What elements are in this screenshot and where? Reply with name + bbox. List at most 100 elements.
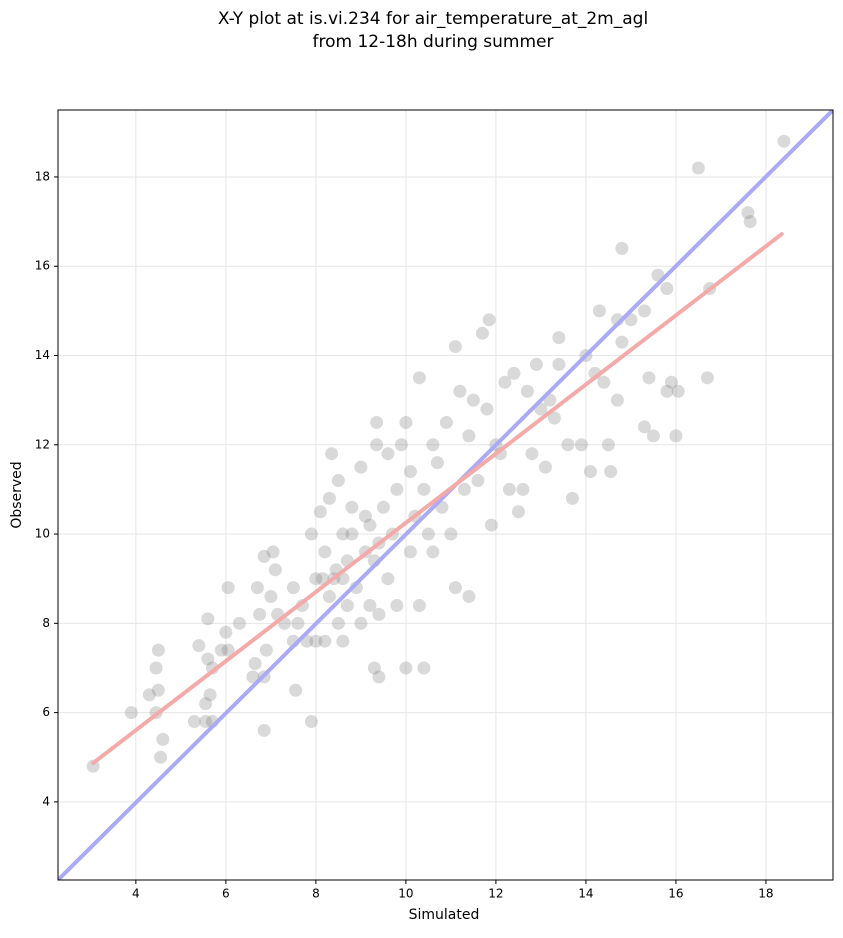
point	[444, 527, 458, 541]
y-axis-label: Observed	[9, 461, 25, 528]
point	[246, 670, 260, 684]
point	[448, 340, 462, 354]
point	[264, 590, 278, 604]
point	[336, 527, 350, 541]
point	[547, 411, 561, 425]
point	[660, 384, 674, 398]
point	[232, 616, 246, 630]
point	[390, 482, 404, 496]
point	[372, 670, 386, 684]
point	[498, 375, 512, 389]
y-tick-label: 6	[42, 705, 50, 719]
point	[601, 438, 615, 452]
point	[309, 634, 323, 648]
point	[199, 715, 213, 729]
point	[417, 482, 431, 496]
point	[325, 447, 339, 461]
point	[248, 657, 262, 671]
point	[426, 438, 440, 452]
point	[520, 384, 534, 398]
point	[552, 357, 566, 371]
point	[642, 371, 656, 385]
point	[399, 661, 413, 675]
point	[187, 715, 201, 729]
point	[367, 661, 381, 675]
point	[381, 572, 395, 586]
point	[151, 643, 165, 657]
point	[345, 500, 359, 514]
point	[412, 598, 426, 612]
point	[511, 505, 525, 519]
point	[669, 429, 683, 443]
point	[363, 598, 377, 612]
point	[700, 371, 714, 385]
point	[604, 465, 618, 479]
point	[480, 402, 494, 416]
point	[403, 545, 417, 559]
point	[615, 335, 629, 349]
x-tick-label: 14	[578, 887, 593, 901]
line	[91, 232, 784, 766]
y-tick-label: 4	[42, 794, 50, 808]
x-tick-label: 16	[668, 887, 683, 901]
y-tick-label: 10	[35, 527, 50, 541]
point	[741, 206, 755, 220]
point	[507, 366, 521, 380]
point	[482, 313, 496, 327]
point	[417, 661, 431, 675]
point	[358, 509, 372, 523]
point	[151, 683, 165, 697]
point	[376, 500, 390, 514]
point	[484, 518, 498, 532]
point	[565, 491, 579, 505]
point	[322, 590, 336, 604]
point	[390, 598, 404, 612]
point	[154, 750, 168, 764]
point	[597, 375, 611, 389]
x-axis-label: Simulated	[409, 907, 480, 923]
point	[363, 518, 377, 532]
point	[331, 616, 345, 630]
point	[426, 545, 440, 559]
y-tick-label: 12	[35, 437, 50, 451]
point	[462, 590, 476, 604]
point	[370, 415, 384, 429]
x-tick-label: 4	[132, 887, 140, 901]
point	[309, 572, 323, 586]
point	[439, 415, 453, 429]
point	[354, 460, 368, 474]
point	[318, 545, 332, 559]
point	[462, 429, 476, 443]
point	[313, 505, 327, 519]
point	[516, 482, 530, 496]
point	[430, 456, 444, 470]
y-tick-label: 14	[35, 348, 50, 362]
point	[660, 282, 674, 296]
point	[448, 581, 462, 595]
point	[453, 384, 467, 398]
point	[529, 357, 543, 371]
chart-title: X-Y plot at is.vi.234 for air_temperatur…	[218, 9, 648, 29]
point	[124, 706, 138, 720]
point	[394, 438, 408, 452]
point	[574, 438, 588, 452]
point	[561, 438, 575, 452]
point	[354, 616, 368, 630]
point	[646, 429, 660, 443]
point	[221, 581, 235, 595]
point	[201, 652, 215, 666]
line	[58, 110, 833, 880]
point	[257, 723, 271, 737]
point	[403, 465, 417, 479]
point	[304, 715, 318, 729]
chart-title: from 12-18h during summer	[313, 32, 554, 52]
point	[340, 598, 354, 612]
point	[743, 215, 757, 229]
point	[502, 482, 516, 496]
x-tick-label: 10	[398, 887, 413, 901]
point	[266, 545, 280, 559]
point	[457, 482, 471, 496]
point	[475, 326, 489, 340]
point	[156, 732, 170, 746]
point	[777, 134, 791, 148]
